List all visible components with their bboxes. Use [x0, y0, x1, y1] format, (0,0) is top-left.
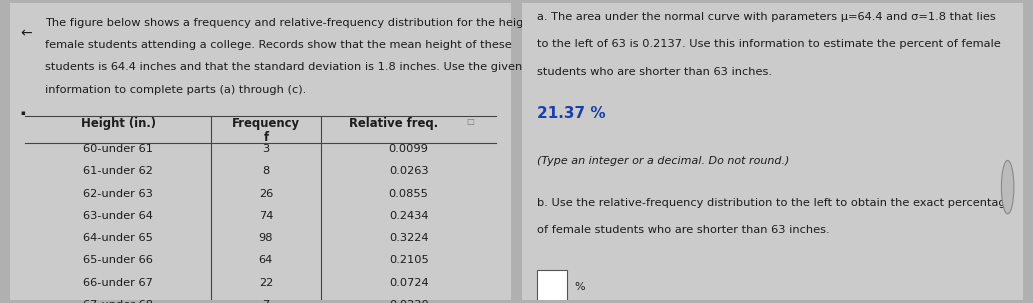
Text: 3: 3	[262, 144, 270, 154]
Text: 64: 64	[258, 255, 273, 265]
Text: students is 64.4 inches and that the standard deviation is 1.8 inches. Use the g: students is 64.4 inches and that the sta…	[45, 62, 523, 72]
Text: 7: 7	[262, 300, 270, 303]
Text: a. The area under the normal curve with parameters μ=64.4 and σ=1.8 that lies: a. The area under the normal curve with …	[537, 12, 996, 22]
Text: ▪: ▪	[21, 110, 25, 116]
Ellipse shape	[1001, 160, 1014, 214]
Text: Height (in.): Height (in.)	[81, 117, 156, 130]
Text: 26: 26	[258, 188, 273, 199]
Text: 62-under 63: 62-under 63	[83, 188, 153, 199]
Text: 67-under 68: 67-under 68	[83, 300, 153, 303]
Text: 63-under 64: 63-under 64	[83, 211, 153, 221]
Text: Frequency: Frequency	[231, 117, 300, 130]
Text: 66-under 67: 66-under 67	[83, 278, 153, 288]
Bar	[537, 270, 567, 303]
Text: 98: 98	[258, 233, 273, 243]
Text: 0.0263: 0.0263	[388, 166, 429, 176]
Text: 0.2105: 0.2105	[388, 255, 429, 265]
Text: f: f	[263, 131, 269, 144]
Text: 0.3224: 0.3224	[388, 233, 429, 243]
Text: of female students who are shorter than 63 inches.: of female students who are shorter than …	[537, 225, 829, 235]
Text: b. Use the relative-frequency distribution to the left to obtain the exact perce: b. Use the relative-frequency distributi…	[537, 198, 1012, 208]
Text: to the left of 63 is 0.2137. Use this information to estimate the percent of fem: to the left of 63 is 0.2137. Use this in…	[537, 39, 1000, 49]
Text: 0.0230: 0.0230	[388, 300, 429, 303]
Text: 0.0855: 0.0855	[388, 188, 429, 199]
Text: 64-under 65: 64-under 65	[83, 233, 153, 243]
Text: (Type an integer or a decimal. Do not round.): (Type an integer or a decimal. Do not ro…	[537, 156, 789, 166]
Text: %: %	[574, 281, 585, 291]
Text: 21.37 %: 21.37 %	[537, 106, 605, 121]
Text: Relative freq.: Relative freq.	[349, 117, 438, 130]
Text: 0.0099: 0.0099	[388, 144, 429, 154]
Text: The figure below shows a frequency and relative-frequency distribution for the h: The figure below shows a frequency and r…	[45, 18, 556, 28]
Text: ←: ←	[21, 27, 32, 41]
Text: female students attending a college. Records show that the mean height of these: female students attending a college. Rec…	[45, 40, 512, 50]
Text: 0.2434: 0.2434	[388, 211, 429, 221]
Text: □: □	[466, 117, 474, 126]
Text: 60-under 61: 60-under 61	[83, 144, 153, 154]
Text: 0.0724: 0.0724	[388, 278, 429, 288]
Text: 61-under 62: 61-under 62	[83, 166, 153, 176]
Text: 65-under 66: 65-under 66	[83, 255, 153, 265]
Text: students who are shorter than 63 inches.: students who are shorter than 63 inches.	[537, 67, 772, 77]
Text: 8: 8	[262, 166, 270, 176]
Text: 74: 74	[258, 211, 273, 221]
Text: 22: 22	[258, 278, 273, 288]
Text: information to complete parts (a) through (c).: information to complete parts (a) throug…	[45, 85, 307, 95]
